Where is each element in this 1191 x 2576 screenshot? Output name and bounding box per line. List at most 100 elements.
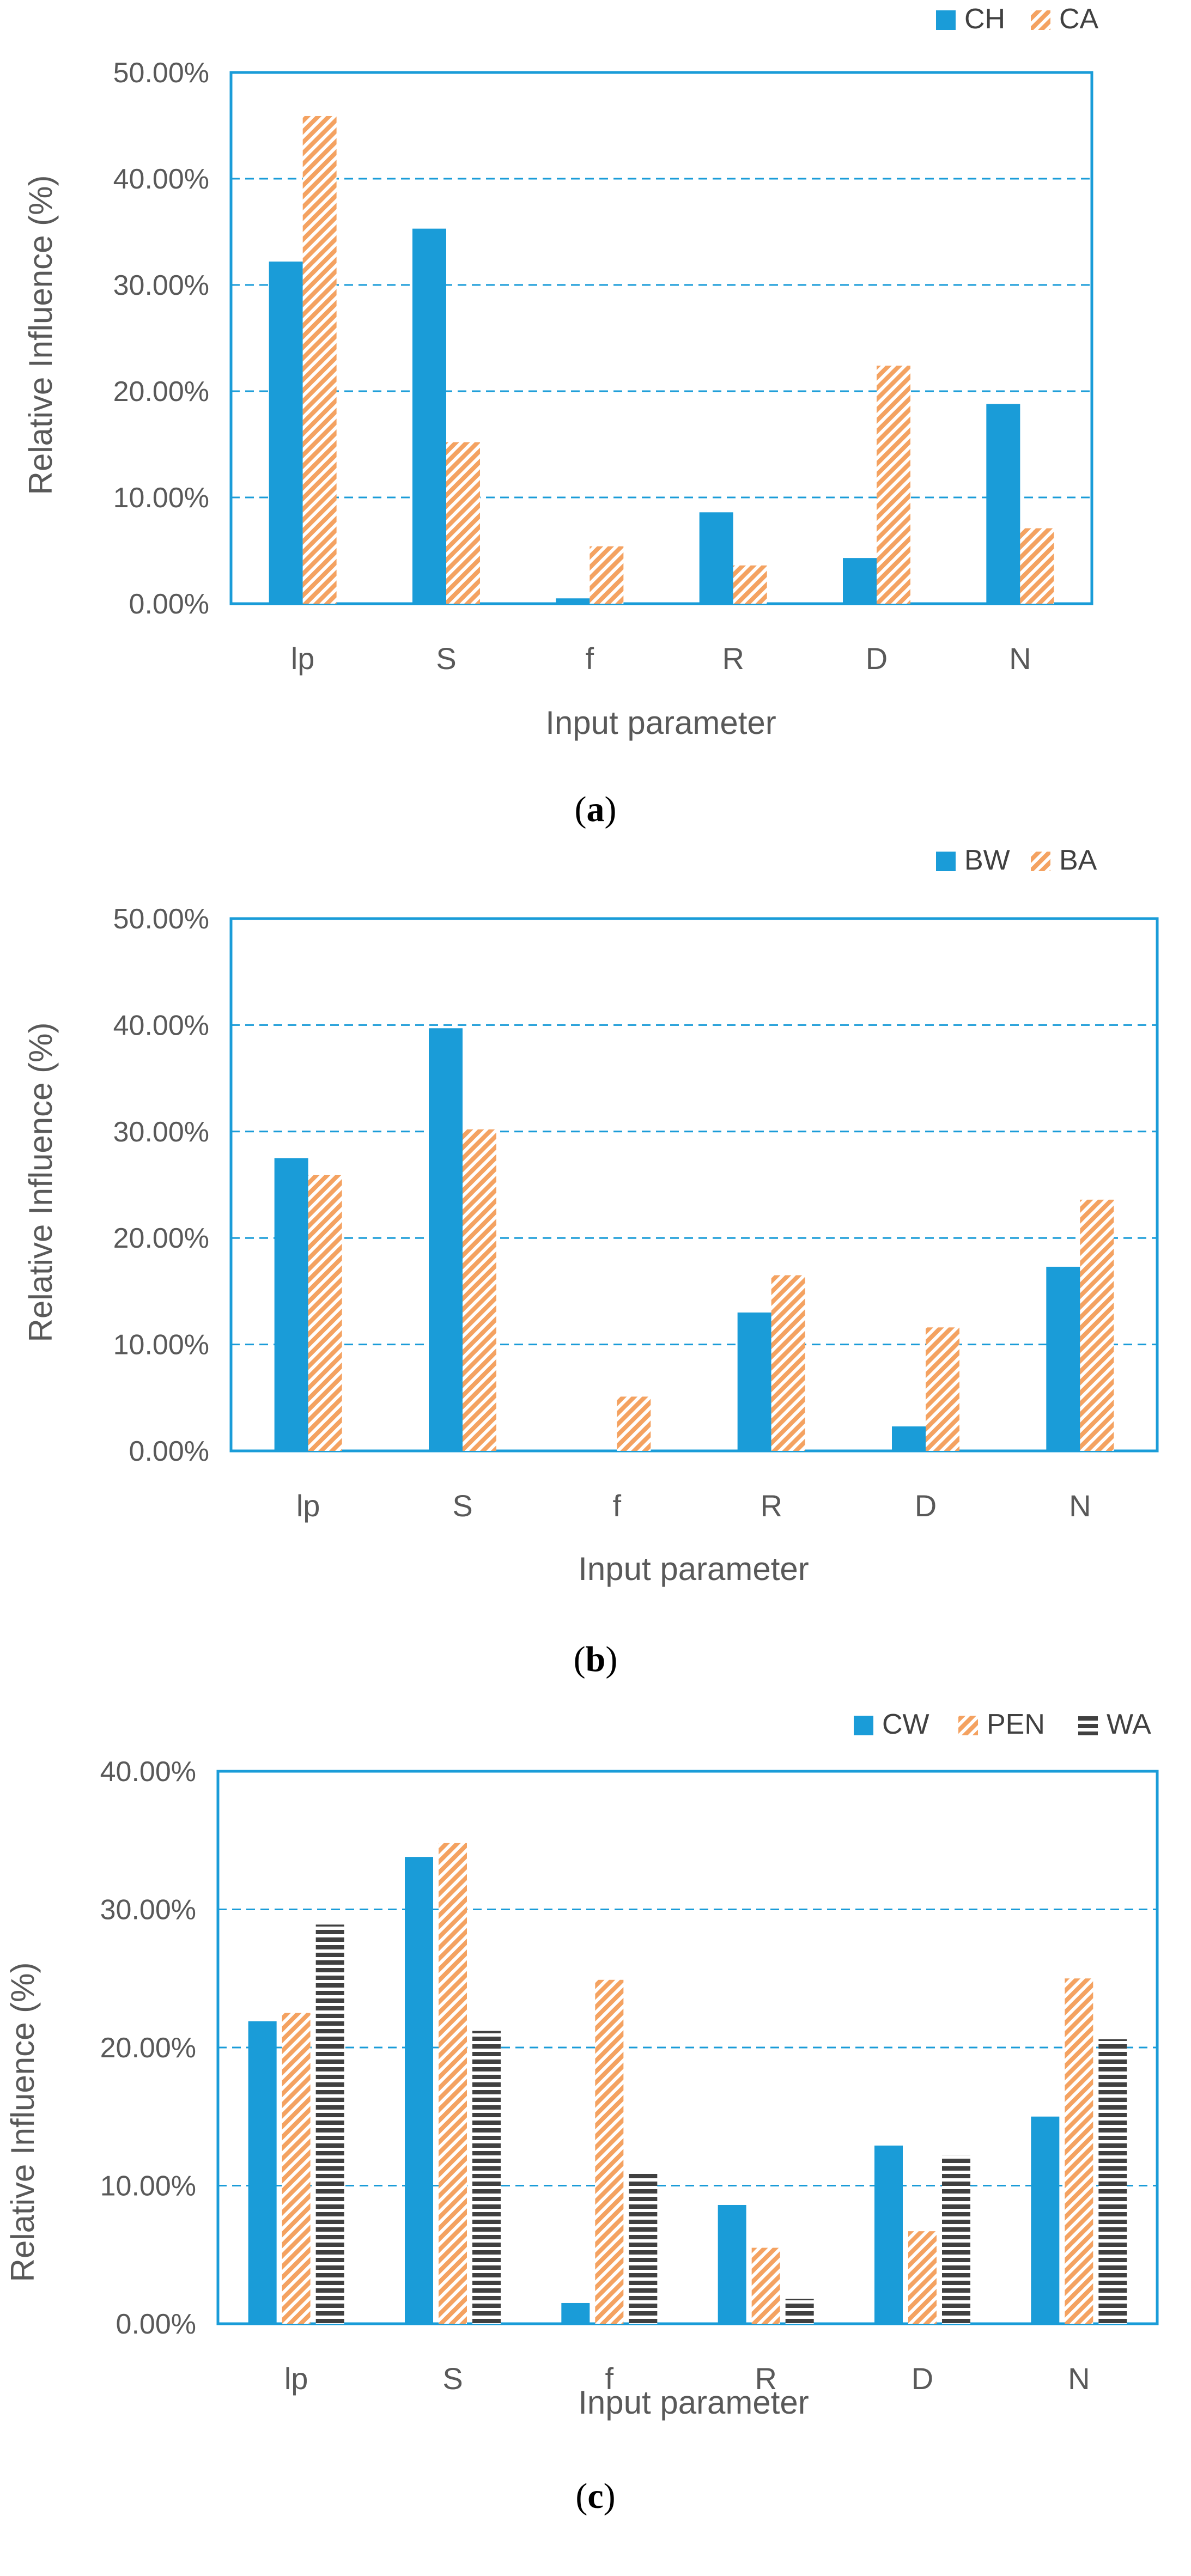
bar-ch-lp: [269, 262, 303, 604]
bar-ch-d: [843, 558, 877, 604]
x-tick-label: lp: [284, 2361, 308, 2396]
y-tick-label: 20.00%: [113, 376, 209, 408]
bar-ba-d: [926, 1327, 959, 1451]
bar-ca-r: [733, 565, 767, 604]
x-tick-label: R: [755, 2361, 776, 2396]
bar-cw-f: [561, 2302, 590, 2324]
bar-cw-n: [1031, 2116, 1060, 2324]
x-tick-label: N: [1068, 2361, 1090, 2396]
bar-bw-d: [892, 1426, 926, 1451]
bar-ba-lp: [308, 1175, 342, 1451]
x-tick-label: D: [912, 2361, 933, 2396]
legend-label-pen: PEN: [987, 1709, 1045, 1740]
y-tick-label: 20.00%: [100, 2032, 196, 2064]
gridlines: [229, 917, 1159, 1453]
bar-wa-lp: [315, 1924, 344, 2324]
bar-ch-f: [556, 598, 590, 604]
bar-cw-s: [405, 1857, 433, 2324]
plot-frame: [229, 917, 1159, 1453]
y-tick-label: 50.00%: [113, 57, 209, 89]
x-tick-label: f: [605, 2361, 614, 2396]
y-tick-label: 10.00%: [100, 2171, 196, 2202]
y-tick-label: 0.00%: [129, 588, 209, 620]
x-tick-label: f: [613, 1489, 622, 1523]
x-tick-label: S: [452, 1489, 472, 1523]
x-tick-label: D: [915, 1489, 937, 1523]
y-tick-label: 10.00%: [113, 482, 209, 514]
x-axis-title: Input parameter: [578, 1551, 809, 1587]
bar-ch-r: [699, 512, 733, 604]
panel-caption: (a): [575, 789, 617, 829]
bar-pen-s: [439, 1843, 467, 2324]
legend: CW PEN WA: [854, 1709, 1151, 1740]
bar-bw-n: [1046, 1266, 1080, 1451]
x-tick-label: N: [1069, 1489, 1091, 1523]
x-tick-label: lp: [291, 641, 315, 676]
gridlines: [229, 71, 1093, 605]
legend-swatch-ca: [1031, 10, 1050, 30]
bar-bw-s: [429, 1028, 463, 1451]
x-tick-label: S: [442, 2361, 463, 2396]
panel-caption: (b): [574, 1639, 618, 1679]
bar-wa-s: [472, 2031, 501, 2324]
x-tick-label: f: [586, 641, 594, 676]
y-tick-label: 0.00%: [116, 2308, 196, 2340]
bars: [274, 1028, 1114, 1451]
legend-label-wa: WA: [1107, 1709, 1151, 1740]
y-tick-labels: 0.00% 10.00% 20.00% 30.00% 40.00%: [100, 1756, 196, 2340]
legend-label-bw: BW: [964, 845, 1010, 876]
x-axis-title: Input parameter: [578, 2384, 809, 2421]
x-tick-label: lp: [296, 1489, 320, 1523]
bar-bw-r: [737, 1312, 771, 1451]
y-tick-label: 30.00%: [113, 1116, 209, 1148]
bar-wa-d: [942, 2155, 970, 2324]
legend-swatch-ba: [1031, 852, 1050, 871]
bar-ca-d: [877, 366, 910, 604]
legend-swatch-bw: [936, 852, 956, 871]
legend-label-ch: CH: [964, 3, 1005, 35]
x-axis-title: Input parameter: [545, 704, 776, 741]
svg-text:(a): (a): [575, 789, 617, 829]
x-tick-label: S: [436, 641, 456, 676]
y-tick-label: 50.00%: [113, 903, 209, 935]
bar-cw-d: [874, 2145, 903, 2324]
y-axis-title: Relative Influence (%): [4, 1963, 41, 2282]
x-tick-label: R: [722, 641, 744, 676]
x-tick-label: N: [1009, 641, 1031, 676]
bar-ba-s: [463, 1129, 496, 1451]
bar-ca-f: [590, 546, 624, 604]
bar-ca-n: [1020, 528, 1054, 604]
legend-label-ba: BA: [1059, 845, 1097, 876]
bar-ca-s: [446, 442, 480, 604]
bars: [248, 1843, 1127, 2324]
bar-cw-lp: [248, 2021, 277, 2324]
legend-label-cw: CW: [882, 1709, 929, 1740]
bar-ba-n: [1080, 1199, 1114, 1451]
bar-wa-n: [1098, 2039, 1127, 2324]
bar-cw-r: [718, 2204, 746, 2324]
y-axis-title: Relative Influence (%): [22, 1023, 59, 1342]
plot-frame: [229, 71, 1093, 605]
legend: BW BA: [936, 845, 1097, 876]
legend: CH CA: [936, 3, 1099, 35]
bar-wa-f: [629, 2173, 658, 2324]
bars: [269, 116, 1054, 604]
bar-bw-lp: [274, 1158, 308, 1451]
legend-swatch-ch: [936, 10, 956, 30]
legend-label-ca: CA: [1059, 3, 1099, 35]
y-tick-label: 20.00%: [113, 1223, 209, 1254]
y-tick-label: 40.00%: [113, 163, 209, 195]
y-tick-label: 30.00%: [100, 1894, 196, 1926]
bar-ca-lp: [302, 116, 337, 604]
y-tick-label: 30.00%: [113, 270, 209, 301]
svg-text:(c): (c): [575, 2476, 615, 2516]
x-tick-label: R: [760, 1489, 782, 1523]
y-tick-labels: 0.00% 10.00% 20.00% 30.00% 40.00% 50.00%: [113, 57, 209, 620]
svg-text:(b): (b): [574, 1639, 618, 1679]
y-tick-labels: 0.00% 10.00% 20.00% 30.00% 40.00% 50.00%: [113, 903, 209, 1467]
